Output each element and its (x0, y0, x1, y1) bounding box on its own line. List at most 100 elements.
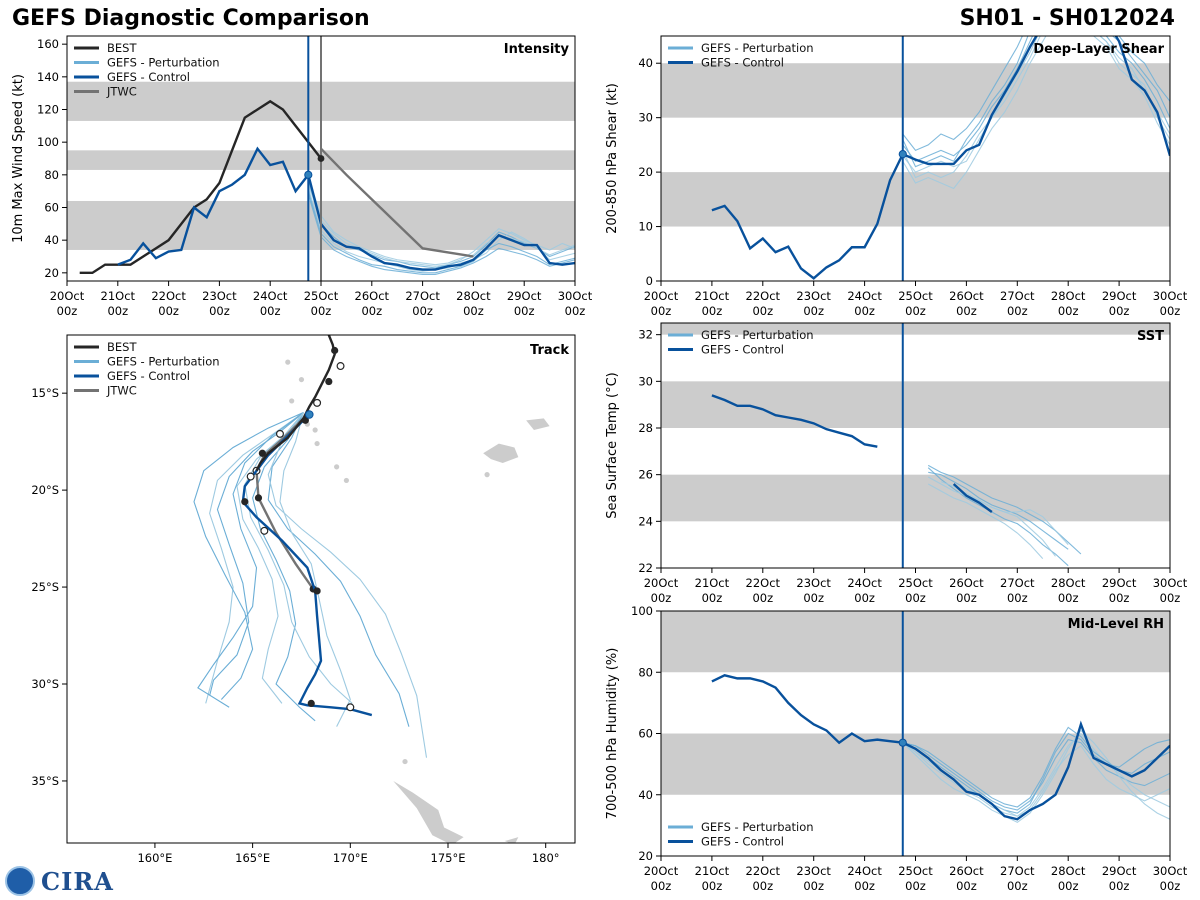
sst-y-tick-label: 32 (638, 328, 653, 342)
shear-x-tick-label-hour: 00z (1160, 304, 1181, 318)
shear-panel-title: Deep-Layer Shear (1033, 42, 1164, 57)
shear-x-tick-label-hour: 00z (1058, 304, 1079, 318)
track-ensemble-member (193, 412, 304, 700)
shear-x-tick-label-date: 22Oct (746, 289, 781, 303)
shear-ensemble-member (902, 36, 1170, 168)
rh-x-tick-label-date: 23Oct (796, 864, 831, 878)
intensity-y-tick-label: 140 (37, 70, 59, 84)
shear-x-tick-label-hour: 00z (905, 304, 926, 318)
sst-x-tick-label-hour: 00z (854, 591, 875, 605)
rh-legend-label: GEFS - Perturbation (701, 820, 814, 834)
rh-series-gefs-control (711, 674, 1170, 821)
rh-legend-label: GEFS - Control (701, 835, 784, 849)
intensity-x-tick-label-hour: 00z (565, 304, 586, 318)
intensity-ensemble-member (307, 191, 575, 274)
sst-x-tick-label-hour: 00z (905, 591, 926, 605)
track-init-marker (304, 410, 314, 419)
intensity-y-tick-label: 100 (37, 135, 59, 149)
rh-x-tick-label-hour: 00z (905, 879, 926, 893)
track-series-jtwc (255, 417, 315, 590)
intensity-x-tick-label-date: 22Oct (151, 289, 186, 303)
track-lon-tick-label: 165°E (235, 851, 270, 865)
shear-panel: 01020304020Oct00z21Oct00z22Oct00z23Oct00… (605, 35, 1188, 318)
intensity-ensemble-member (307, 194, 575, 276)
sst-x-tick-label-date: 24Oct (847, 576, 882, 590)
intensity-init-marker (304, 170, 313, 179)
land-mass (504, 837, 519, 843)
rh-init-marker (898, 738, 907, 747)
small-island (402, 758, 408, 765)
intensity-series-jtwc (320, 147, 474, 258)
rh-y-tick-label: 20 (638, 849, 653, 863)
shear-ensemble-member (902, 36, 1170, 152)
shear-x-tick-label-hour: 00z (854, 304, 875, 318)
sst-x-tick-label-date: 20Oct (644, 576, 679, 590)
shear-ensemble-member (902, 36, 1170, 190)
intensity-y-tick-label: 80 (44, 168, 59, 182)
rh-x-tick-label-date: 25Oct (898, 864, 933, 878)
shear-x-tick-label-hour: 00z (752, 304, 773, 318)
intensity-x-tick-label-hour: 00z (107, 304, 128, 318)
sst-x-tick-label-date: 21Oct (695, 576, 730, 590)
shear-threshold-band (661, 172, 1170, 227)
shear-x-tick-label-date: 30Oct (1153, 289, 1188, 303)
rh-x-tick-label-hour: 00z (956, 879, 977, 893)
shear-series-gefs-control (711, 36, 1170, 280)
sst-plot-area (661, 323, 1170, 568)
rh-y-tick-label: 100 (631, 604, 653, 618)
intensity-ensemble-member (307, 184, 575, 267)
sst-ensemble-member (928, 471, 1069, 550)
rh-x-tick-label-date: 20Oct (644, 864, 679, 878)
intensity-plot-area (67, 36, 575, 281)
cira-wordmark: CIRA (41, 866, 114, 896)
track-ensemble-member (197, 412, 304, 708)
track-legend-label: JTWC (106, 384, 137, 398)
track-position-marker (301, 416, 309, 424)
shear-x-tick-label-date: 21Oct (695, 289, 730, 303)
sst-x-tick-label-hour: 00z (1109, 591, 1130, 605)
shear-y-tick-label: 0 (646, 274, 653, 288)
track-position-marker-open (246, 472, 255, 481)
track-ensemble-member (209, 412, 304, 696)
sst-x-tick-label-hour: 00z (702, 591, 723, 605)
track-ensemble-member (236, 412, 304, 704)
shear-y-tick-label: 30 (638, 111, 653, 125)
intensity-x-tick-label-hour: 00z (260, 304, 281, 318)
rh-x-tick-label-hour: 00z (1007, 879, 1028, 893)
intensity-y-tick-label: 40 (44, 233, 59, 247)
intensity-x-tick-label-date: 24Oct (253, 289, 288, 303)
small-island (285, 359, 291, 365)
sst-panel-title: SST (1137, 329, 1164, 344)
sst-legend-label: GEFS - Perturbation (701, 328, 814, 342)
track-legend-label: GEFS - Control (107, 369, 190, 383)
land-mass (526, 418, 550, 431)
track-position-marker (241, 498, 249, 506)
sst-threshold-band (661, 474, 1170, 522)
sst-x-tick-label-hour: 00z (1007, 591, 1028, 605)
shear-y-axis-label: 200-850 hPa Shear (kt) (605, 83, 620, 234)
intensity-y-tick-label: 20 (44, 266, 59, 280)
rh-x-tick-label-hour: 00z (1058, 879, 1079, 893)
intensity-y-tick-label: 60 (44, 201, 59, 215)
track-lat-tick-label: 35°S (31, 774, 59, 788)
intensity-y-tick-label: 120 (37, 103, 59, 117)
shear-y-tick-label: 40 (638, 56, 653, 70)
sst-ensemble-member (927, 467, 1069, 567)
sst-frame (660, 322, 1171, 569)
intensity-x-tick-label-hour: 00z (514, 304, 535, 318)
rh-x-tick-label-hour: 00z (1160, 879, 1181, 893)
shear-x-tick-label-hour: 00z (651, 304, 672, 318)
intensity-legend-label: JTWC (106, 85, 137, 99)
small-island (289, 398, 295, 404)
intensity-x-tick-label-date: 25Oct (304, 289, 339, 303)
rh-ensemble-member (902, 732, 1170, 817)
intensity-x-tick-label-date: 21Oct (101, 289, 136, 303)
shear-x-tick-label-date: 28Oct (1051, 289, 1086, 303)
rh-threshold-band (661, 733, 1170, 795)
sst-panel: 22242628303220Oct00z21Oct00z22Oct00z23Oc… (605, 322, 1188, 605)
intensity-x-tick-label-hour: 00z (412, 304, 433, 318)
intensity-legend-label: GEFS - Perturbation (107, 56, 220, 70)
sst-x-tick-label-date: 29Oct (1102, 576, 1137, 590)
sst-series-gefs-control-b (952, 483, 993, 513)
